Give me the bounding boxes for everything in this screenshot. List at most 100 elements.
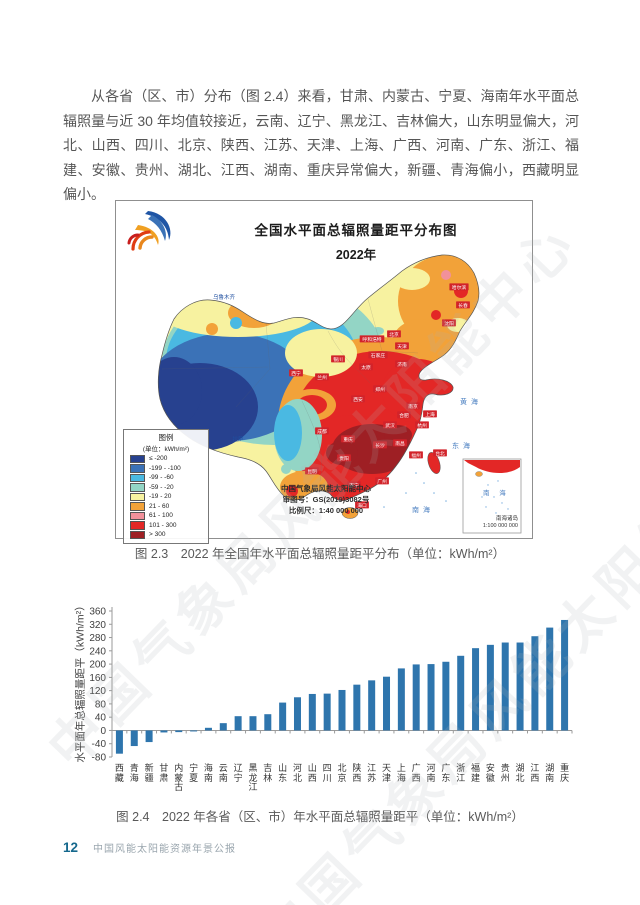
legend-title: 图例 — [158, 433, 174, 442]
city-label-box — [383, 421, 397, 429]
bar-天津 — [383, 676, 391, 731]
bar-宁夏 — [190, 730, 198, 732]
city-label: 北京 — [389, 331, 399, 338]
legend-swatch — [130, 464, 145, 473]
city-label: 武汉 — [385, 422, 395, 429]
x-category-label: 北京 — [337, 763, 347, 783]
city-label: 南宁 — [349, 482, 359, 489]
city-label-box — [395, 360, 409, 368]
city-label-box — [373, 385, 387, 393]
city-label: 福州 — [411, 452, 421, 459]
china-outline — [157, 254, 480, 501]
x-category-label: 广东 — [441, 763, 451, 783]
bar-福建 — [472, 648, 480, 731]
legend-swatch — [130, 511, 145, 520]
bar-chart-figure-2-4: 水平面年总辐照量距平（kWh/m²） -80 -40 0 40 80 120 160 200 2… — [60, 598, 588, 800]
bar-内蒙古 — [175, 730, 183, 733]
city-label-box — [415, 421, 429, 429]
map-title-block: 全国水平面总辐照量距平分布图 2022年 — [176, 219, 536, 263]
x-category-label: 陕西 — [352, 763, 362, 783]
city-label: 长春 — [458, 302, 468, 309]
bar-吉林 — [264, 714, 272, 731]
y-tick-label: 40 — [95, 713, 107, 724]
city-label: 南京 — [408, 403, 418, 410]
legend-label: 101 - 300 — [149, 521, 177, 529]
legend-swatch — [130, 502, 145, 511]
legend-row: -99 - -60 — [124, 473, 208, 483]
city-label: 呼和浩特 — [362, 336, 381, 343]
bar-湖北 — [516, 642, 524, 731]
bar-西藏 — [115, 730, 123, 754]
city-label-box — [375, 477, 389, 485]
bar-云南 — [219, 723, 227, 731]
y-tick-label: 120 — [89, 686, 106, 697]
bar-山西 — [308, 693, 316, 731]
x-category-label: 新疆 — [144, 763, 154, 783]
bar-重庆 — [561, 619, 569, 731]
city-label: 广州 — [377, 478, 387, 485]
x-category-label: 重庆 — [560, 763, 570, 783]
sea-label: 黄海 — [460, 399, 482, 406]
bar-广西 — [412, 664, 420, 731]
bar-江苏 — [368, 680, 376, 731]
bar-辽宁 — [234, 716, 242, 731]
city-label-box — [347, 481, 361, 489]
page-number: 12 — [63, 840, 79, 855]
legend-swatch — [130, 521, 145, 530]
bar-四川 — [323, 693, 331, 731]
city-label-box — [359, 335, 385, 343]
city-label-box — [387, 330, 401, 338]
city-label: 西安 — [353, 396, 363, 403]
city-label: 沈阳 — [444, 320, 454, 327]
map-figure-2-3: 乌鲁木齐 拉萨 哈尔滨 长春 沈阳 呼和浩特 北京 天津 石家庄 太原 济南 银川 西宁 兰州 郑州 西安 南京… — [115, 200, 536, 544]
x-category-label: 山西 — [307, 763, 317, 783]
city-label: 贵阳 — [339, 455, 349, 462]
y-tick-label: -80 — [92, 753, 107, 764]
bar-陕西 — [353, 684, 361, 731]
y-tick-label: 280 — [89, 633, 106, 644]
x-category-label: 宁夏 — [189, 763, 199, 783]
map-scale: 比例尺：1:40 000 000 — [288, 506, 364, 515]
city-label-box — [393, 439, 407, 447]
bar-湖南 — [546, 627, 554, 731]
city-label-box — [409, 451, 423, 459]
x-category-label: 江西 — [530, 763, 540, 783]
city-label-box — [305, 467, 319, 475]
x-category-label: 甘肃 — [159, 763, 169, 783]
legend-swatch — [130, 483, 145, 492]
sea-label: 南海 — [412, 507, 434, 514]
y-tick-label: 160 — [89, 673, 106, 684]
legend-row: -59 - -20 — [124, 483, 208, 493]
bar-甘肃 — [160, 730, 168, 733]
city-label: 长沙 — [375, 442, 385, 449]
bar-北京 — [338, 689, 346, 731]
x-category-label: 黑龙江 — [248, 763, 258, 792]
page-footer: 12 中国风能太阳能资源年景公报 — [63, 840, 236, 855]
legend-label: 21 - 60 — [149, 502, 170, 510]
map-approval-number: 审图号：GS(2019)3082号 — [282, 495, 370, 504]
x-category-label: 四川 — [322, 763, 332, 783]
legend-row: 101 - 300 — [124, 521, 208, 531]
city-label: 台北 — [435, 450, 445, 457]
legend-row: 61 - 100 — [124, 511, 208, 521]
taiwan-island — [427, 452, 441, 474]
city-label-box — [289, 369, 303, 377]
city-label-box — [315, 373, 329, 381]
legend-label: -19 - 20 — [149, 493, 172, 501]
city-label-box — [315, 427, 329, 435]
city-label: 郑州 — [375, 386, 385, 393]
x-category-label: 广西 — [411, 763, 421, 783]
city-label: 济南 — [397, 361, 407, 368]
bar-浙江 — [457, 655, 465, 731]
x-category-label: 天津 — [382, 763, 392, 783]
city-label-box — [397, 411, 411, 419]
x-category-label: 湖南 — [545, 763, 555, 783]
chart-y-axis-label: 水平面年总辐照量距平（kWh/m²） — [74, 600, 87, 763]
city-label-box — [373, 441, 387, 449]
x-category-label: 海南 — [203, 763, 213, 783]
coast-islets — [383, 472, 447, 508]
legend-row: ≤ -200 — [124, 454, 208, 464]
city-label: 西宁 — [291, 370, 301, 377]
